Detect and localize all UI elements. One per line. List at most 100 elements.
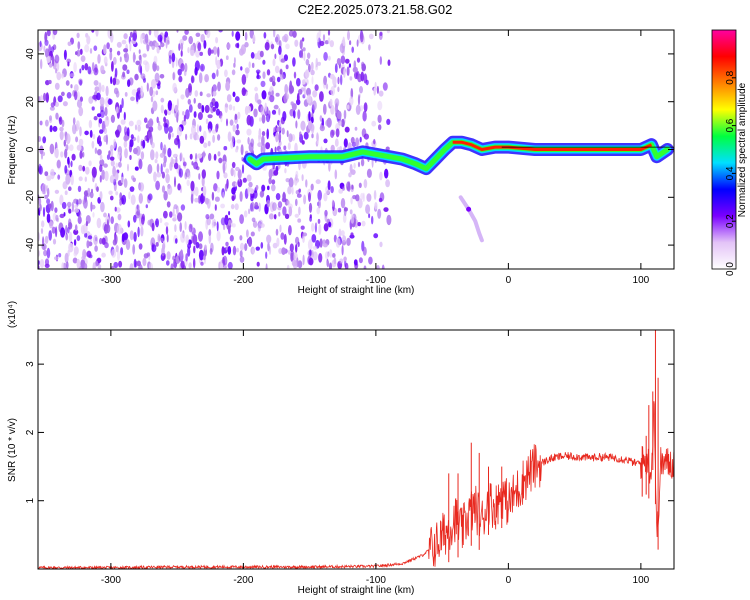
noise-speck: [179, 222, 182, 233]
noise-speck: [194, 90, 199, 97]
noise-speck: [335, 128, 340, 138]
noise-speck: [298, 206, 301, 216]
noise-speck: [195, 32, 201, 37]
noise-speck: [330, 129, 335, 138]
noise-speck: [295, 120, 298, 129]
noise-speck: [182, 161, 187, 167]
noise-speck: [244, 31, 248, 41]
noise-speck: [288, 133, 293, 143]
noise-speck: [171, 103, 175, 115]
noise-speck: [192, 234, 198, 245]
noise-speck: [302, 47, 306, 52]
noise-speck: [302, 232, 308, 237]
noise-speck: [49, 125, 53, 133]
noise-speck: [303, 51, 306, 62]
noise-speck: [360, 71, 365, 82]
noise-speck: [239, 214, 245, 225]
noise-speck: [98, 82, 102, 94]
noise-speck: [129, 41, 132, 52]
noise-speck: [231, 135, 235, 143]
noise-speck: [257, 99, 262, 105]
noise-speck: [160, 141, 163, 151]
noise-speck: [64, 165, 68, 174]
noise-speck: [300, 120, 306, 131]
noise-speck: [153, 171, 157, 183]
noise-speck: [225, 214, 229, 220]
noise-speck: [230, 140, 234, 149]
noise-speck: [386, 30, 390, 34]
noise-speck: [180, 204, 186, 211]
noise-speck: [131, 89, 137, 96]
noise-speck: [218, 157, 223, 164]
noise-speck: [73, 84, 79, 92]
noise-speck: [141, 216, 145, 225]
noise-speck: [317, 61, 321, 66]
noise-speck: [60, 227, 66, 238]
noise-speck: [236, 247, 240, 253]
noise-speck: [212, 134, 216, 143]
noise-speck: [283, 145, 287, 151]
noise-speck: [43, 249, 48, 257]
noise-speck: [246, 229, 249, 238]
noise-speck: [214, 204, 217, 211]
noise-speck: [302, 79, 306, 85]
heatmap-y-tick-label: 0: [25, 146, 36, 152]
noise-speck: [134, 54, 136, 60]
noise-speck: [332, 76, 337, 86]
noise-speck: [297, 218, 302, 223]
noise-speck: [198, 249, 204, 261]
noise-speck: [368, 213, 371, 219]
noise-speck: [334, 63, 338, 74]
noise-speck: [193, 161, 199, 170]
noise-speck: [234, 96, 240, 103]
snr-y-multiplier: (x10⁴): [7, 301, 18, 328]
noise-speck: [54, 207, 58, 213]
noise-speck: [40, 95, 44, 100]
noise-speck: [261, 114, 266, 124]
noise-speck: [47, 187, 50, 197]
noise-speck: [176, 30, 179, 33]
noise-speck: [120, 247, 124, 256]
noise-speck: [182, 35, 188, 41]
noise-speck: [115, 191, 119, 196]
noise-speck: [72, 123, 77, 135]
noise-speck: [217, 81, 221, 92]
noise-speck: [60, 151, 64, 158]
noise-speck: [199, 135, 205, 144]
noise-speck: [204, 104, 210, 114]
noise-speck: [285, 43, 290, 50]
noise-speck: [169, 211, 173, 218]
noise-speck: [113, 261, 119, 269]
noise-speck: [112, 56, 117, 65]
noise-speck: [136, 204, 140, 212]
noise-speck: [134, 166, 139, 171]
noise-speck: [236, 139, 242, 144]
noise-speck: [42, 136, 47, 144]
noise-speck: [97, 149, 102, 156]
noise-speck: [77, 216, 82, 225]
noise-speck: [150, 149, 155, 161]
noise-speck: [71, 201, 74, 213]
noise-speck: [96, 186, 99, 192]
noise-speck: [303, 86, 306, 97]
snr-x-ticks: -300 -200 -100 0 100: [101, 330, 650, 586]
noise-speck: [329, 98, 333, 107]
noise-speck: [310, 69, 315, 76]
noise-speck: [54, 147, 59, 159]
noise-speck: [58, 116, 63, 125]
noise-speck: [328, 221, 332, 228]
noise-speck: [185, 253, 188, 262]
noise-speck: [52, 125, 58, 132]
noise-speck: [199, 193, 204, 205]
noise-speck: [40, 58, 43, 70]
noise-speck: [147, 193, 153, 201]
noise-speck: [180, 94, 185, 100]
noise-speck: [54, 54, 60, 64]
noise-speck: [262, 166, 267, 171]
noise-speck: [105, 134, 108, 146]
noise-speck: [368, 33, 374, 40]
noise-speck: [371, 215, 374, 225]
noise-speck: [48, 203, 52, 209]
noise-speck: [116, 50, 121, 56]
noise-speck: [213, 183, 218, 192]
